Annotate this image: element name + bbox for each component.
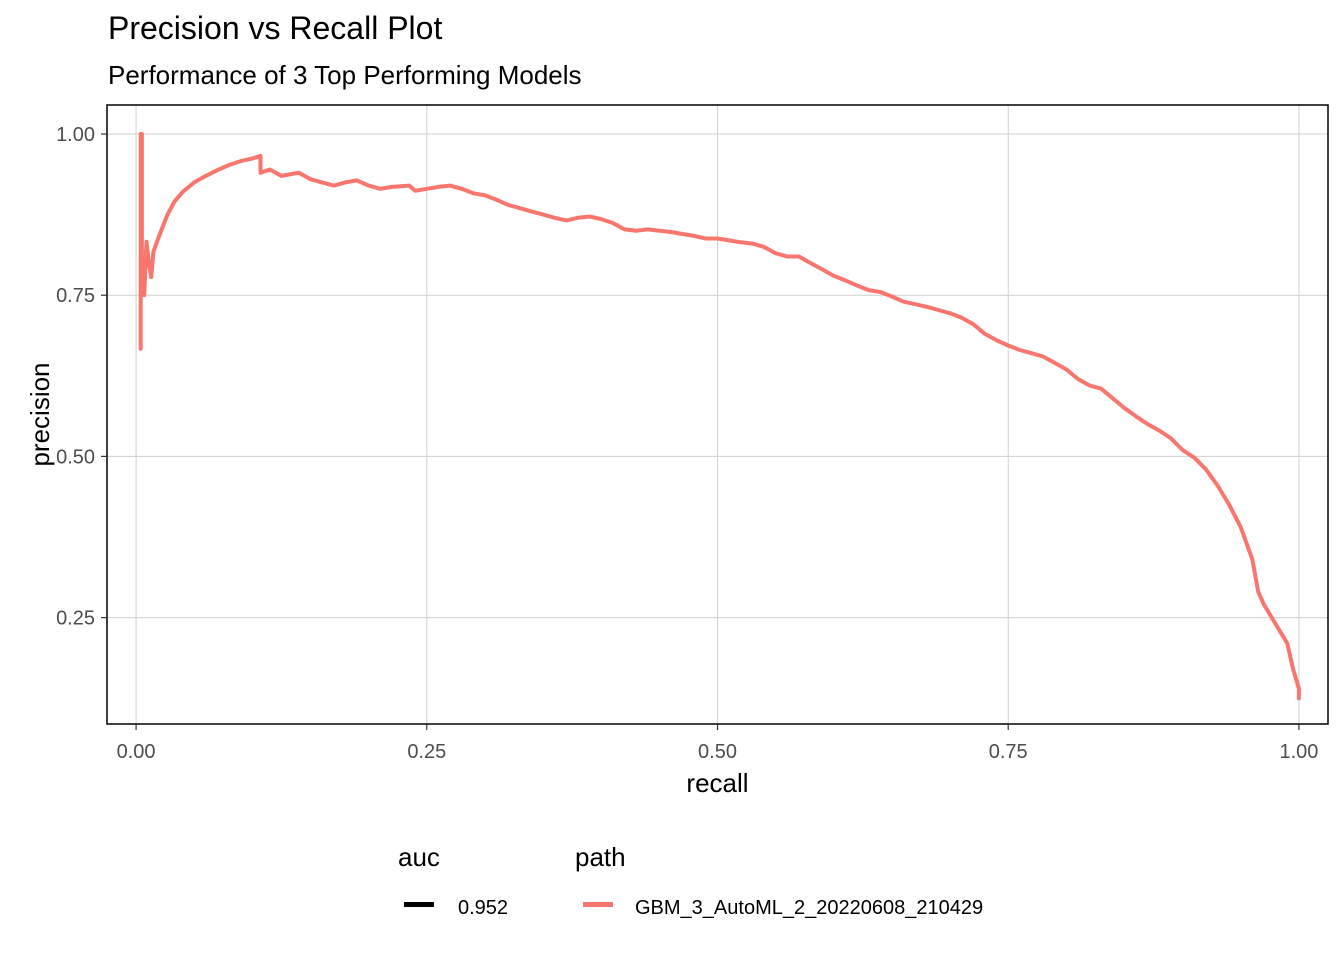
- chart-title: Precision vs Recall Plot: [108, 10, 443, 46]
- y-tick-label: 0.75: [56, 285, 95, 307]
- legend-key-auc: [404, 902, 434, 907]
- x-axis-title: recall: [686, 768, 748, 798]
- series-line: [138, 132, 1301, 701]
- axis-ticks: 0.00 0.25 0.50 0.75 1.00 0.25 0.50 0.75 1.00: [56, 124, 1318, 763]
- y-tick-label: 0.50: [56, 446, 95, 468]
- legend-title-path: path: [575, 842, 626, 872]
- gridlines: [107, 105, 1328, 724]
- x-tick-label: 0.50: [698, 741, 737, 763]
- x-tick-label: 0.25: [407, 741, 446, 763]
- y-tick-label: 1.00: [56, 124, 95, 146]
- legend-label-auc: 0.952: [458, 897, 509, 919]
- y-axis-title: precision: [25, 362, 55, 466]
- series-layer: [138, 132, 1301, 701]
- x-tick-label: 0.75: [989, 741, 1028, 763]
- y-tick-label: 0.25: [56, 608, 95, 630]
- legend-label-path: GBM_3_AutoML_2_20220608_210429: [635, 897, 984, 919]
- x-tick-label: 0.00: [117, 741, 156, 763]
- legend: auc 0.952 path GBM_3_AutoML_2_20220608_2…: [398, 842, 1098, 932]
- legend-key-path: [583, 902, 613, 907]
- legend-title-auc: auc: [398, 842, 440, 872]
- x-tick-label: 1.00: [1279, 741, 1318, 763]
- chart-subtitle: Performance of 3 Top Performing Models: [108, 60, 582, 90]
